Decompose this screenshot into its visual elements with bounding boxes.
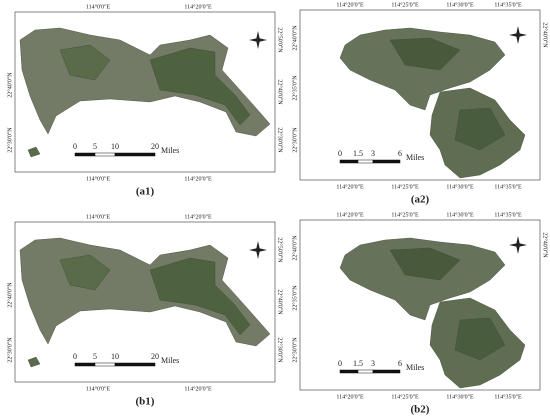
left-coordinate-label: 22°40'0"N xyxy=(6,72,13,98)
top-coordinate-label: 114°35'0"E xyxy=(494,211,522,218)
bottom-coordinate-label: 114°30'0"E xyxy=(446,183,474,190)
left-coordinate-label: 22°40'0"N xyxy=(291,235,298,261)
scale-unit: Miles xyxy=(161,146,179,155)
scale-bar-segment xyxy=(94,152,116,157)
left-coordinate-label: 22°30'0"N xyxy=(6,127,13,153)
left-coordinate-label: 22°30'0"N xyxy=(291,127,298,153)
bottom-coordinate-label: 114°20'0"E xyxy=(336,393,364,400)
map-panel: 114°20'0"E 114°25'0"E 114°30'0"E 114°35'0"E… xyxy=(291,211,548,415)
scale-label: 1.5 xyxy=(353,149,363,158)
top-coordinate-label: 114°35'0"E xyxy=(494,1,522,8)
scale-bar-segment xyxy=(372,369,401,374)
top-coordinate-label: 114°0'0"E xyxy=(86,213,111,220)
scale-bar-segment xyxy=(339,369,359,374)
left-coordinate-label: 22°40'0"N xyxy=(291,25,298,51)
left-coordinate-label: 22°35'0"N xyxy=(291,75,298,101)
map-panel: 114°0'0"E 114°20'0"E 114°0'0"E 114°20'0"E 22… xyxy=(6,213,283,407)
map-region xyxy=(454,317,506,361)
left-coordinate-label: 22°30'0"N xyxy=(6,337,13,363)
map-region xyxy=(27,356,41,368)
right-coordinate-label: 22°30'0"N xyxy=(277,337,284,363)
map-region xyxy=(59,44,111,81)
top-coordinate-label: 114°25'0"E xyxy=(391,1,419,8)
top-coordinate-label: 114°20'0"E xyxy=(336,211,364,218)
scale-label: 10 xyxy=(111,352,119,361)
scale-bar-segment xyxy=(372,159,401,164)
left-coordinate-label: 22°40'0"N xyxy=(6,282,13,308)
map-panel: 114°20'0"E 114°25'0"E 114°30'0"E 114°35'0"E… xyxy=(291,1,548,205)
top-coordinate-label: 114°20'0"E xyxy=(336,1,364,8)
bottom-coordinate-label: 114°20'0"E xyxy=(184,175,212,182)
bottom-coordinate-label: 114°35'0"E xyxy=(494,393,522,400)
scale-label: 1.5 xyxy=(353,359,363,368)
top-coordinate-label: 114°30'0"E xyxy=(446,1,474,8)
compass xyxy=(249,248,267,252)
scale-label: 6 xyxy=(398,359,402,368)
right-coordinate-label: 22°40'0"N xyxy=(542,232,549,258)
map-region xyxy=(389,37,461,71)
scale-label: 6 xyxy=(398,149,402,158)
bottom-coordinate-label: 114°30'0"E xyxy=(446,393,474,400)
map-region xyxy=(149,257,251,336)
map-region xyxy=(339,27,506,111)
top-coordinate-label: 114°30'0"E xyxy=(446,211,474,218)
right-coordinate-label: 22°50'0"N xyxy=(277,27,284,53)
right-coordinate-label: 22°40'0"N xyxy=(542,22,549,48)
map-region xyxy=(454,107,506,151)
map-region xyxy=(27,146,41,158)
scale-label: 20 xyxy=(151,352,159,361)
top-coordinate-label: 114°25'0"E xyxy=(391,211,419,218)
scale-label: 3 xyxy=(371,149,375,158)
panel-caption: (a2) xyxy=(411,194,430,206)
scale-label: 10 xyxy=(111,142,119,151)
left-coordinate-label: 22°30'0"N xyxy=(291,337,298,363)
scale-label: 20 xyxy=(151,142,159,151)
scale-bar-segment xyxy=(74,362,96,367)
map-region xyxy=(149,47,251,126)
top-coordinate-label: 114°20'0"E xyxy=(184,3,212,10)
scale-label: 5 xyxy=(93,352,97,361)
compass xyxy=(249,38,267,42)
bottom-coordinate-label: 114°0'0"E xyxy=(86,385,111,392)
scale-bar-segment xyxy=(339,159,359,164)
scale-label: 0 xyxy=(73,352,77,361)
scale-bar-segment xyxy=(114,152,156,157)
scale-bar-segment xyxy=(357,159,374,164)
scale-label: 3 xyxy=(371,359,375,368)
scale-unit: Miles xyxy=(406,363,424,372)
bottom-coordinate-label: 114°35'0"E xyxy=(494,183,522,190)
scale-label: 0 xyxy=(338,149,342,158)
map-panel: 114°0'0"E 114°20'0"E 114°0'0"E 114°20'0"E 22… xyxy=(6,3,283,197)
panel-caption: (b1) xyxy=(136,396,155,408)
top-coordinate-label: 114°20'0"E xyxy=(184,213,212,220)
right-coordinate-label: 22°40'0"N xyxy=(277,79,284,105)
bottom-coordinate-label: 114°25'0"E xyxy=(391,183,419,190)
right-coordinate-label: 22°50'0"N xyxy=(277,237,284,263)
top-coordinate-label: 114°0'0"E xyxy=(86,3,111,10)
compass xyxy=(509,33,527,37)
bottom-coordinate-label: 114°0'0"E xyxy=(86,175,111,182)
panel-caption: (a1) xyxy=(136,186,155,198)
right-coordinate-label: 22°40'0"N xyxy=(277,289,284,315)
left-coordinate-label: 22°35'0"N xyxy=(291,285,298,311)
map-region xyxy=(59,254,111,291)
scale-unit: Miles xyxy=(161,356,179,365)
right-coordinate-label: 22°30'0"N xyxy=(277,127,284,153)
scale-bar-segment xyxy=(74,152,96,157)
bottom-coordinate-label: 114°20'0"E xyxy=(184,385,212,392)
map-region xyxy=(389,247,461,281)
panel-caption: (b2) xyxy=(411,404,430,416)
scale-bar-segment xyxy=(357,369,374,374)
bottom-coordinate-label: 114°25'0"E xyxy=(391,393,419,400)
scale-unit: Miles xyxy=(406,153,424,162)
compass xyxy=(509,243,527,247)
scale-bar-segment xyxy=(94,362,116,367)
map-region xyxy=(339,237,506,321)
scale-label: 0 xyxy=(73,142,77,151)
bottom-coordinate-label: 114°20'0"E xyxy=(336,183,364,190)
scale-label: 0 xyxy=(338,359,342,368)
scale-bar-segment xyxy=(114,362,156,367)
scale-label: 5 xyxy=(93,142,97,151)
